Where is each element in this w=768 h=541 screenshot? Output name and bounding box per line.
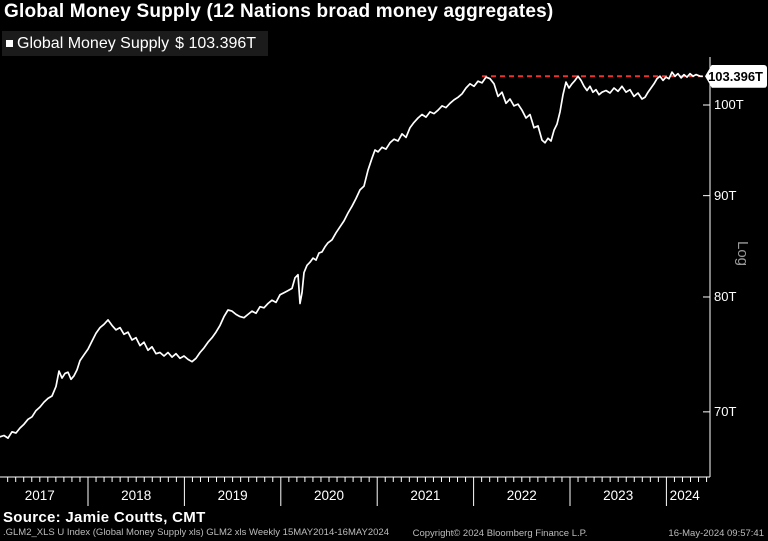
log-scale-label: Log xyxy=(734,240,752,267)
x-axis-year-label: 2023 xyxy=(603,488,634,503)
legend-value: $ 103.396T xyxy=(175,34,257,52)
page-title: Global Money Supply (12 Nations broad mo… xyxy=(4,1,554,22)
legend-swatch-icon xyxy=(6,40,13,47)
x-axis-year-label: 2020 xyxy=(313,488,345,503)
copyright-text: Copyright© 2024 Bloomberg Finance L.P. xyxy=(412,528,588,539)
money-supply-line xyxy=(0,71,703,439)
x-axis-year-label: 2022 xyxy=(506,488,537,503)
ticker-meta-text: .GLM2_XLS U Index (Global Money Supply x… xyxy=(3,527,389,538)
x-axis-year-label: 2021 xyxy=(410,488,441,503)
x-axis-year-label: 2019 xyxy=(217,488,248,503)
last-price-tag: 103.396T xyxy=(705,64,767,88)
source-text: Source: Jamie Coutts, CMT xyxy=(3,509,206,526)
x-axis-year-label: 2017 xyxy=(24,488,55,503)
y-axis-tick-label: 90T xyxy=(714,187,737,203)
x-axis-year-label: 2024 xyxy=(669,488,700,503)
x-axis-year-label: 2018 xyxy=(121,488,152,503)
timestamp-text: 16-May-2024 09:57:41 xyxy=(668,528,764,539)
legend-label: Global Money Supply xyxy=(17,34,170,52)
y-axis-tick-label: 70T xyxy=(714,403,737,419)
legend: Global Money Supply $ 103.396T xyxy=(2,31,268,56)
y-axis-tick-label: 100T xyxy=(714,97,744,112)
y-axis-tick-label: 80T xyxy=(714,288,737,304)
